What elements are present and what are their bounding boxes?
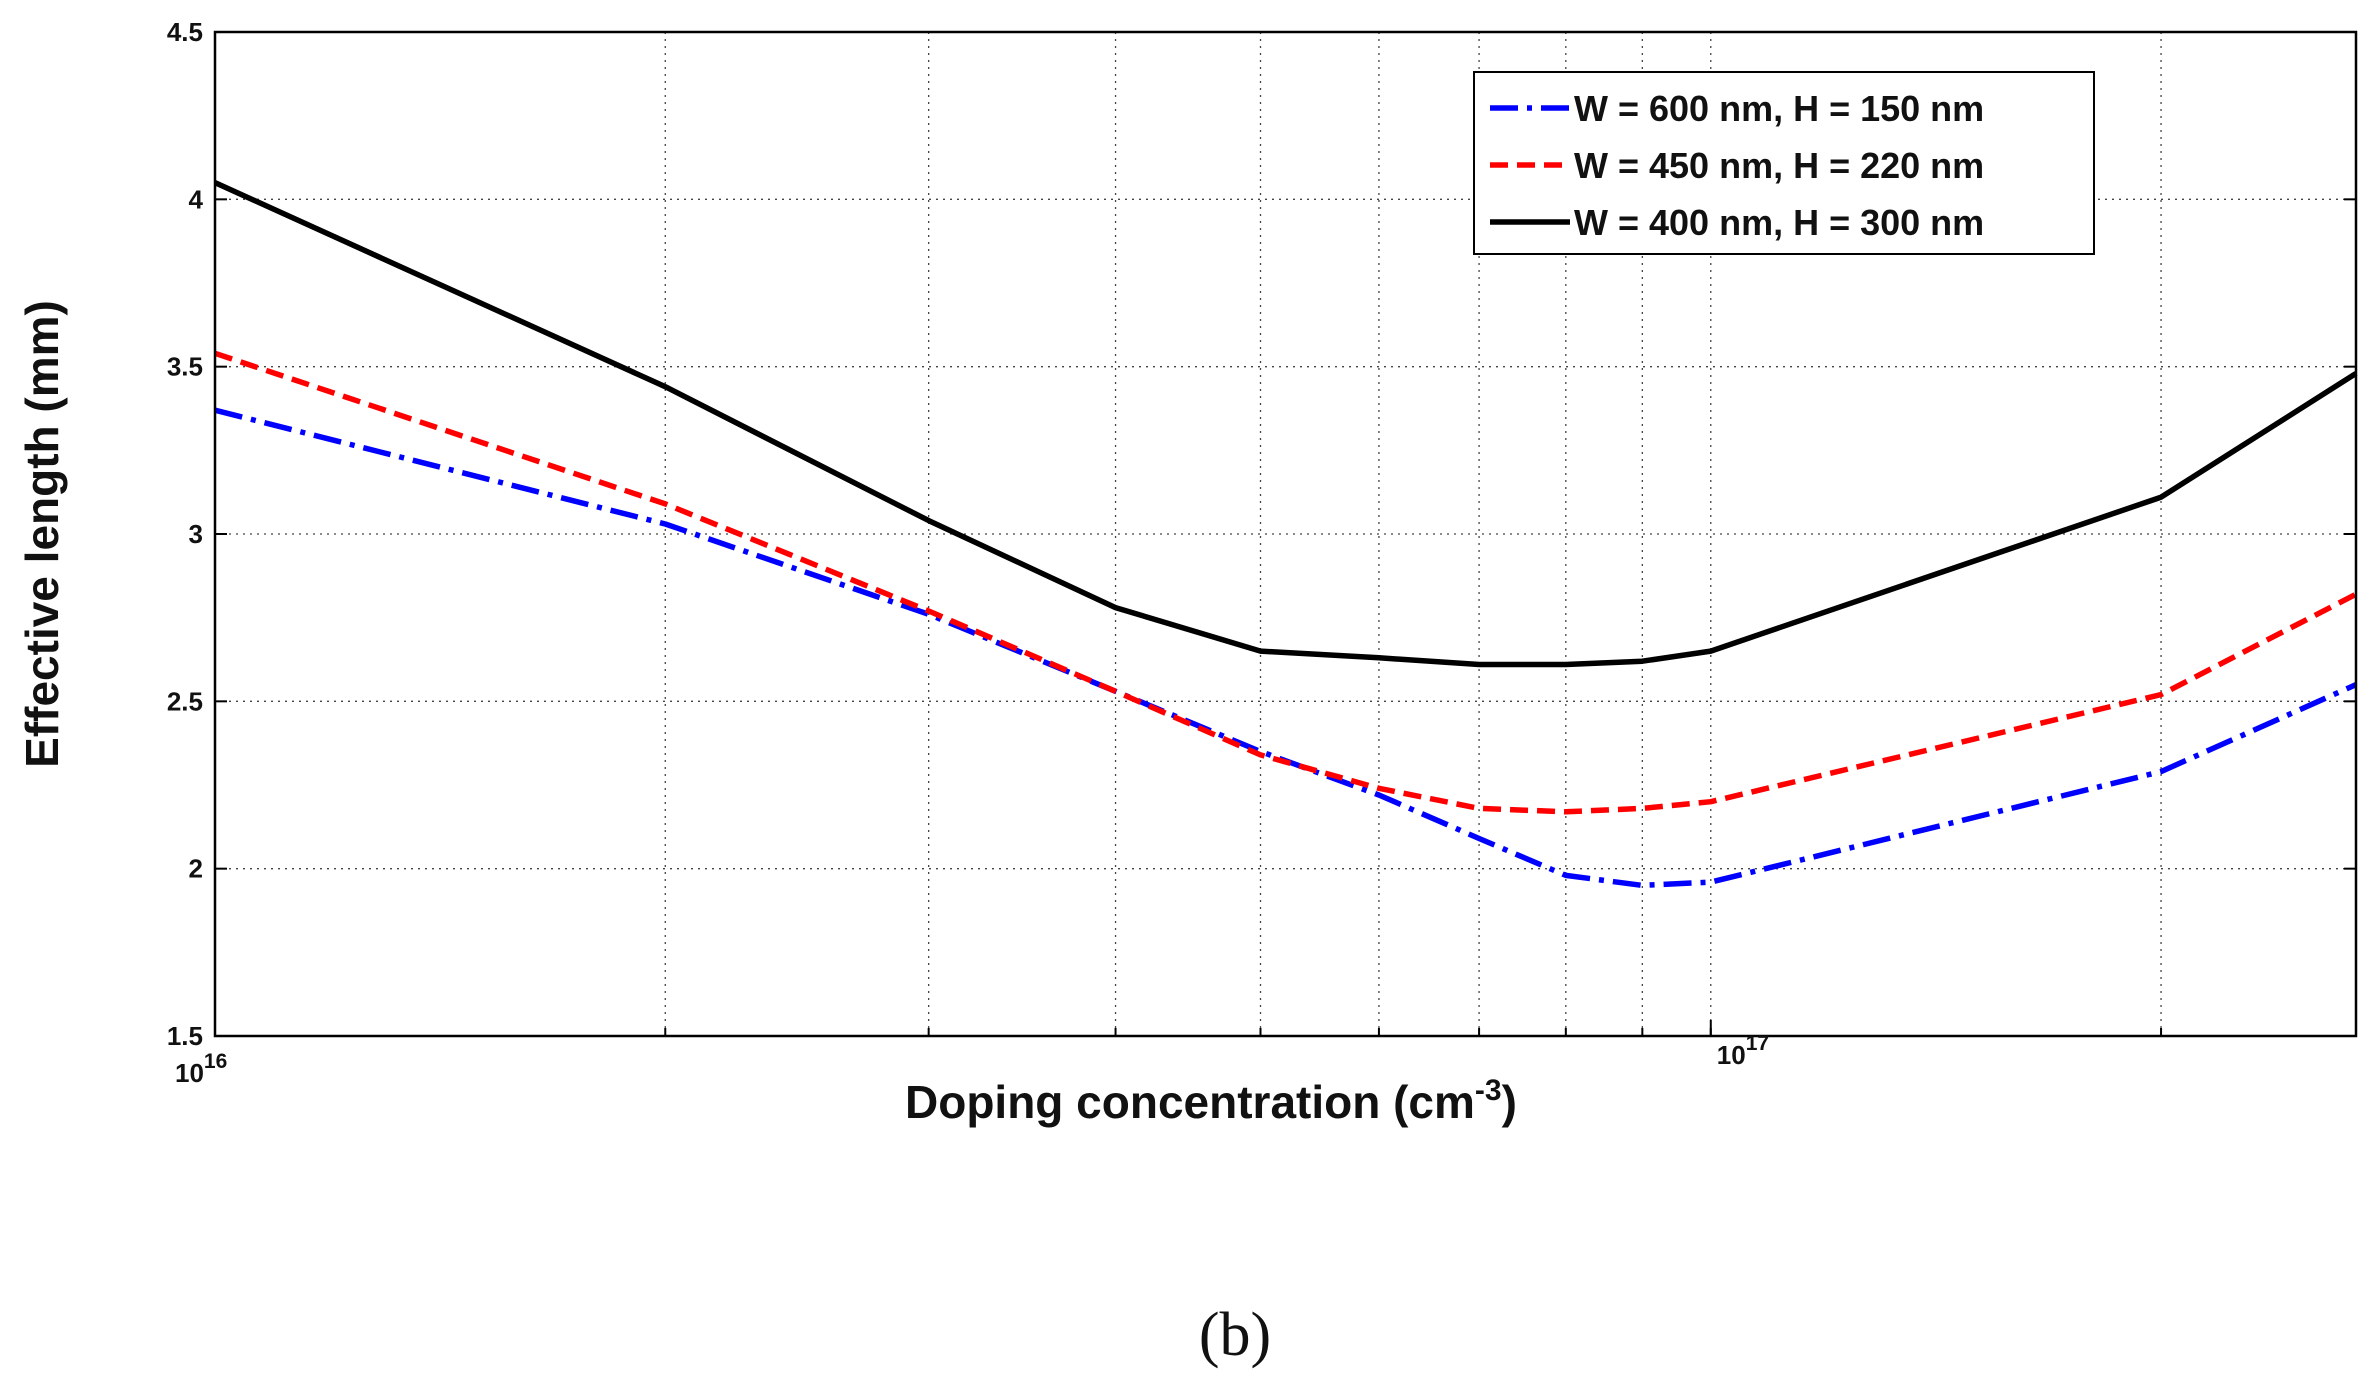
x-axis-label-main: Doping concentration (cm xyxy=(905,1076,1475,1128)
x-tick-label: 1017 xyxy=(1717,1032,1769,1070)
y-axis-label: Effective length (mm) xyxy=(16,300,68,768)
x-tick-exponent: 16 xyxy=(204,1050,227,1073)
y-tick-label: 4 xyxy=(189,184,204,214)
series-line-1 xyxy=(214,407,2358,889)
y-tick-label: 3 xyxy=(189,519,203,549)
x-tick-base: 10 xyxy=(1717,1040,1746,1070)
y-tick-label: 2.5 xyxy=(167,686,203,716)
legend-label-3: W = 400 nm, H = 300 nm xyxy=(1574,202,1984,243)
legend: W = 600 nm, H = 150 nm W = 450 nm, H = 22… xyxy=(1473,71,2095,255)
legend-label-2: W = 450 nm, H = 220 nm xyxy=(1574,145,1984,186)
y-tick-label: 4.5 xyxy=(167,17,203,47)
legend-box xyxy=(1473,71,2095,255)
legend-label-1: W = 600 nm, H = 150 nm xyxy=(1574,88,1984,129)
y-tick-label: 3.5 xyxy=(167,352,203,382)
y-tick-label: 2 xyxy=(189,854,203,884)
x-axis-label: Doping concentration (cm-3) xyxy=(905,1074,1517,1128)
y-tick-label: 1.5 xyxy=(167,1021,203,1051)
x-tick-exponent: 17 xyxy=(1746,1032,1769,1055)
series-group xyxy=(213,180,2358,889)
panel-label: (b) xyxy=(1199,1301,1271,1369)
x-axis-label-close: ) xyxy=(1502,1076,1517,1128)
x-axis-label-exponent: -3 xyxy=(1475,1074,1502,1107)
x-tick-label: 1016 xyxy=(175,1050,227,1088)
x-tick-base: 10 xyxy=(175,1058,204,1088)
series-line-2 xyxy=(214,350,2358,815)
series-line-3 xyxy=(213,180,2358,668)
